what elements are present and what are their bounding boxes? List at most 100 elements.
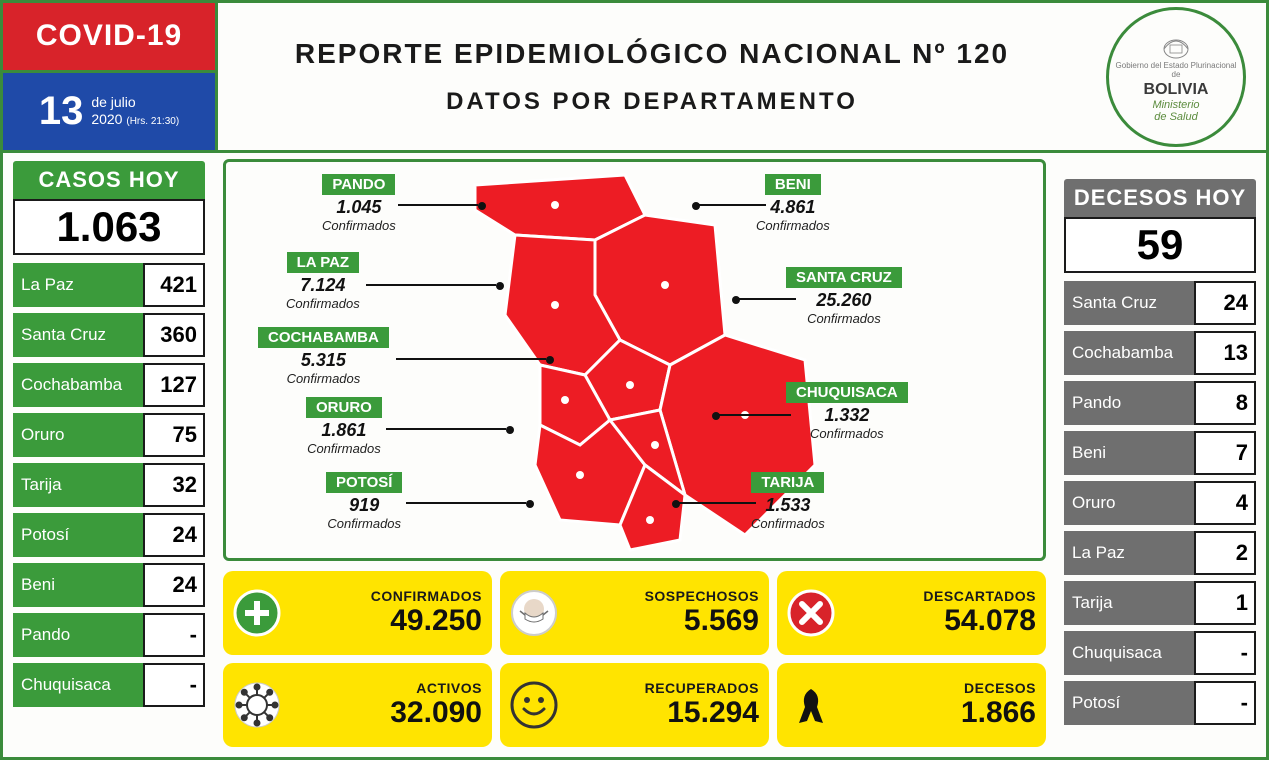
summary-card-descartados: DESCARTADOS 54.078 — [777, 571, 1046, 655]
leader-line — [676, 502, 756, 504]
ribbon-icon — [787, 681, 835, 729]
leader-dot — [692, 202, 700, 210]
casos-row-value: 24 — [143, 563, 205, 607]
map-label-tarija: TARIJA 1.533 Confirmados — [751, 472, 825, 531]
header: COVID-19 13 de julio 2020 (Hrs. 21:30) R… — [3, 3, 1266, 153]
summary-card-activos: ACTIVOS 32.090 — [223, 663, 492, 747]
casos-row-label: Santa Cruz — [13, 313, 143, 357]
map-region-name: ORURO — [306, 397, 382, 418]
coat-of-arms-icon — [1156, 31, 1196, 61]
map-label-pando: PANDO 1.045 Confirmados — [322, 174, 396, 233]
virus-icon — [233, 681, 281, 729]
header-seal: Gobierno del Estado Plurinacional de BOL… — [1086, 3, 1266, 150]
map-region-name: POTOSÍ — [326, 472, 402, 493]
leader-dot — [478, 202, 486, 210]
leader-dot — [712, 412, 720, 420]
casos-row-label: Tarija — [13, 463, 143, 507]
casos-row-value: 24 — [143, 513, 205, 557]
leader-dot — [506, 426, 514, 434]
casos-row-label: Oruro — [13, 413, 143, 457]
leader-line — [696, 204, 766, 206]
map-region-confirmados: Confirmados — [786, 311, 902, 326]
decesos-row: Tarija 1 — [1064, 581, 1256, 625]
leader-line — [716, 414, 791, 416]
summary-card-value: 5.569 — [684, 604, 759, 638]
map-region-value: 7.124 — [286, 275, 360, 296]
summary-card-decesos: DECESOS 1.866 — [777, 663, 1046, 747]
decesos-row-label: Pando — [1064, 381, 1194, 425]
casos-row-label: Potosí — [13, 513, 143, 557]
leader-dot — [496, 282, 504, 290]
map-label-la-paz: LA PAZ 7.124 Confirmados — [286, 252, 360, 311]
summary-card-title: DECESOS — [964, 680, 1036, 696]
decesos-row: Beni 7 — [1064, 431, 1256, 475]
leader-dot — [672, 500, 680, 508]
leader-line — [406, 502, 526, 504]
decesos-row: Santa Cruz 24 — [1064, 281, 1256, 325]
casos-row-value: 127 — [143, 363, 205, 407]
plus-icon — [233, 589, 281, 637]
casos-row: Potosí 24 — [13, 513, 205, 557]
summary-card-text: SOSPECHOSOS 5.569 — [568, 588, 759, 638]
leader-line — [396, 358, 546, 360]
map-region-confirmados: Confirmados — [258, 371, 389, 386]
map-region-value: 1.533 — [751, 495, 825, 516]
casos-row-label: Chuquisaca — [13, 663, 143, 707]
map-region-confirmados: Confirmados — [326, 516, 402, 531]
decesos-row: La Paz 2 — [1064, 531, 1256, 575]
map-label-chuquisaca: CHUQUISACA 1.332 Confirmados — [786, 382, 908, 441]
casos-row-label: Cochabamba — [13, 363, 143, 407]
decesos-row-label: Oruro — [1064, 481, 1194, 525]
decesos-row-value: 8 — [1194, 381, 1256, 425]
decesos-row: Pando 8 — [1064, 381, 1256, 425]
smile-icon — [510, 681, 558, 729]
map-label-santa-cruz: SANTA CRUZ 25.260 Confirmados — [786, 267, 902, 326]
summary-card-title: DESCARTADOS — [923, 588, 1036, 604]
map-region-name: PANDO — [322, 174, 395, 195]
leader-line — [386, 428, 506, 430]
summary-card-text: DESCARTADOS 54.078 — [845, 588, 1036, 638]
decesos-row: Cochabamba 13 — [1064, 331, 1256, 375]
seal-gov-line: Gobierno del Estado Plurinacional de — [1115, 61, 1237, 79]
map-region-value: 1.332 — [786, 405, 908, 426]
casos-row-label: Beni — [13, 563, 143, 607]
map-region-confirmados: Confirmados — [756, 218, 830, 233]
decesos-row-label: La Paz — [1064, 531, 1194, 575]
report-subtitle: DATOS POR DEPARTAMENTO — [446, 88, 858, 116]
summary-cards: CONFIRMADOS 49.250 SOSPECHOSOS 5.569 DES… — [223, 571, 1046, 747]
casos-row-value: - — [143, 613, 205, 657]
casos-row-value: 421 — [143, 263, 205, 307]
date-badge: 13 de julio 2020 (Hrs. 21:30) — [3, 70, 215, 150]
summary-card-text: DECESOS 1.866 — [845, 680, 1036, 730]
map-region-value: 919 — [326, 495, 402, 516]
map-region-value: 1.045 — [322, 197, 396, 218]
leader-dot — [526, 500, 534, 508]
map-region-confirmados: Confirmados — [786, 426, 908, 441]
casos-total: 1.063 — [13, 199, 205, 255]
map-label-beni: BENI 4.861 Confirmados — [756, 174, 830, 233]
date-rest: de julio 2020 (Hrs. 21:30) — [91, 94, 179, 128]
map-region-value: 1.861 — [306, 420, 382, 441]
seal-circle: Gobierno del Estado Plurinacional de BOL… — [1106, 7, 1246, 147]
decesos-row-value: - — [1194, 631, 1256, 675]
decesos-row: Oruro 4 — [1064, 481, 1256, 525]
decesos-row-value: - — [1194, 681, 1256, 725]
covid-badge: COVID-19 — [3, 3, 215, 70]
casos-rows: La Paz 421 Santa Cruz 360 Cochabamba 127… — [13, 263, 205, 713]
decesos-row-label: Santa Cruz — [1064, 281, 1194, 325]
map-region-value: 25.260 — [786, 290, 902, 311]
casos-row-label: La Paz — [13, 263, 143, 307]
map-label-potosí: POTOSÍ 919 Confirmados — [326, 472, 402, 531]
summary-card-value: 49.250 — [390, 604, 482, 638]
casos-row-value: 32 — [143, 463, 205, 507]
map-panel: PANDO 1.045 Confirmados LA PAZ 7.124 Con… — [223, 159, 1046, 561]
summary-card-value: 1.866 — [961, 696, 1036, 730]
map-region-confirmados: Confirmados — [751, 516, 825, 531]
decesos-rows: Santa Cruz 24 Cochabamba 13 Pando 8 Beni… — [1064, 281, 1256, 731]
summary-card-value: 32.090 — [390, 696, 482, 730]
summary-card-title: SOSPECHOSOS — [645, 588, 759, 604]
summary-card-title: RECUPERADOS — [645, 680, 759, 696]
leader-line — [366, 284, 496, 286]
decesos-row-label: Cochabamba — [1064, 331, 1194, 375]
date-day: 13 — [39, 89, 84, 134]
